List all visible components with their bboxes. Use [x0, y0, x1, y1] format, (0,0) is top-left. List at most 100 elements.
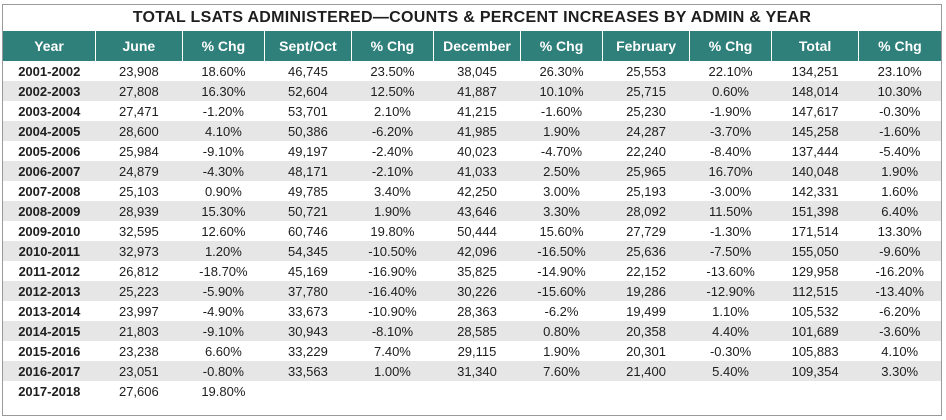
- data-cell: 28,600: [95, 121, 183, 141]
- data-cell: 23,997: [95, 301, 183, 321]
- row-year-cell: 2001-2002: [3, 61, 96, 81]
- data-cell: [602, 381, 690, 401]
- table-title: TOTAL LSATS ADMINISTERED—COUNTS & PERCEN…: [132, 9, 812, 26]
- table-row: 2009-2010 32,595 12.60% 60,746 19.80% 50,444 1…: [3, 221, 941, 241]
- data-cell: 60,746: [264, 221, 352, 241]
- data-cell: 19,499: [602, 301, 690, 321]
- data-cell: -6.2%: [520, 301, 603, 321]
- data-cell: -0.30%: [689, 341, 772, 361]
- data-cell: 37,780: [264, 281, 352, 301]
- data-cell: 33,563: [264, 361, 352, 381]
- data-cell: 10.10%: [520, 81, 603, 101]
- data-cell: 25,103: [95, 181, 183, 201]
- data-cell: 32,595: [95, 221, 183, 241]
- table-row: 2001-2002 23,908 18.60% 46,745 23.50% 38,045 2…: [3, 61, 941, 81]
- data-cell: 6.40%: [858, 201, 941, 221]
- data-cell: 25,636: [602, 241, 690, 261]
- data-cell: 41,215: [433, 101, 521, 121]
- data-cell: 16.30%: [182, 81, 265, 101]
- data-cell: 21,803: [95, 321, 183, 341]
- data-cell: 12.50%: [351, 81, 434, 101]
- data-cell: 7.40%: [351, 341, 434, 361]
- column-header-4: % Chg: [350, 31, 434, 61]
- data-cell: -8.40%: [689, 141, 772, 161]
- data-cell: -2.10%: [351, 161, 434, 181]
- data-cell: 4.10%: [858, 341, 941, 361]
- data-cell: -10.90%: [351, 301, 434, 321]
- data-cell: -4.90%: [182, 301, 265, 321]
- data-cell: 1.90%: [351, 201, 434, 221]
- data-cell: 42,250: [433, 181, 521, 201]
- data-cell: 148,014: [771, 81, 859, 101]
- data-cell: 31,340: [433, 361, 521, 381]
- data-cell: 43,646: [433, 201, 521, 221]
- row-year-cell: 2012-2013: [3, 281, 96, 301]
- row-year-cell: 2017-2018: [3, 381, 96, 401]
- data-cell: 30,226: [433, 281, 521, 301]
- data-cell: 1.60%: [858, 181, 941, 201]
- data-cell: -13.40%: [858, 281, 941, 301]
- data-cell: 25,193: [602, 181, 690, 201]
- data-cell: 35,825: [433, 261, 521, 281]
- table-header-row: Year June% Chg Sept/Oct% Chg December% Chg F…: [3, 31, 941, 61]
- data-cell: -4.30%: [182, 161, 265, 181]
- data-cell: -16.50%: [520, 241, 603, 261]
- data-cell: -16.20%: [858, 261, 941, 281]
- data-cell: 23.10%: [858, 61, 941, 81]
- data-cell: 48,171: [264, 161, 352, 181]
- column-header-5: December: [433, 31, 521, 61]
- column-header-1: June: [95, 31, 183, 61]
- table-frame: TOTAL LSATS ADMINISTERED—COUNTS & PERCEN…: [2, 4, 942, 416]
- table-row: 2008-2009 28,939 15.30% 50,721 1.90% 43,646 3.…: [3, 201, 941, 221]
- row-year-cell: 2004-2005: [3, 121, 96, 141]
- data-cell: -0.30%: [858, 101, 941, 121]
- table-row: 2002-2003 27,808 16.30% 52,604 12.50% 41,887 1…: [3, 81, 941, 101]
- data-cell: 25,553: [602, 61, 690, 81]
- data-cell: 41,033: [433, 161, 521, 181]
- data-cell: -5.90%: [182, 281, 265, 301]
- data-cell: 27,606: [95, 381, 183, 401]
- row-year-cell: 2003-2004: [3, 101, 96, 121]
- data-cell: 25,965: [602, 161, 690, 181]
- data-cell: 1.90%: [520, 341, 603, 361]
- data-cell: 30,943: [264, 321, 352, 341]
- data-cell: -1.30%: [689, 221, 772, 241]
- data-cell: 23,051: [95, 361, 183, 381]
- column-header-10: % Chg: [857, 31, 941, 61]
- data-cell: -14.90%: [520, 261, 603, 281]
- table-row: 2013-2014 23,997 -4.90% 33,673 -10.90% 28,363…: [3, 301, 941, 321]
- data-cell: 7.60%: [520, 361, 603, 381]
- data-cell: 11.50%: [689, 201, 772, 221]
- data-cell: 41,887: [433, 81, 521, 101]
- data-cell: 20,301: [602, 341, 690, 361]
- data-cell: -9.10%: [182, 141, 265, 161]
- data-cell: 3.40%: [351, 181, 434, 201]
- data-cell: 105,883: [771, 341, 859, 361]
- data-cell: 23,238: [95, 341, 183, 361]
- data-cell: -7.50%: [689, 241, 772, 261]
- row-year-cell: 2011-2012: [3, 261, 96, 281]
- data-cell: -0.80%: [182, 361, 265, 381]
- data-cell: 129,958: [771, 261, 859, 281]
- data-cell: 20,358: [602, 321, 690, 341]
- data-cell: 45,169: [264, 261, 352, 281]
- data-cell: 32,973: [95, 241, 183, 261]
- data-cell: [771, 381, 859, 401]
- data-cell: 27,471: [95, 101, 183, 121]
- data-cell: 24,287: [602, 121, 690, 141]
- data-cell: 50,386: [264, 121, 352, 141]
- data-cell: 16.70%: [689, 161, 772, 181]
- data-cell: 41,985: [433, 121, 521, 141]
- data-cell: 140,048: [771, 161, 859, 181]
- data-cell: 28,092: [602, 201, 690, 221]
- data-cell: [433, 381, 521, 401]
- table-row: 2017-2018 27,606 19.80%: [3, 381, 941, 401]
- table-row: 2012-2013 25,223 -5.90% 37,780 -16.40% 30,226…: [3, 281, 941, 301]
- data-cell: 5.40%: [689, 361, 772, 381]
- table-row: 2011-2012 26,812 -18.70% 45,169 -16.90% 35,82…: [3, 261, 941, 281]
- column-header-9: Total: [771, 31, 859, 61]
- row-year-cell: 2016-2017: [3, 361, 96, 381]
- data-cell: 25,223: [95, 281, 183, 301]
- data-cell: -16.90%: [351, 261, 434, 281]
- data-cell: 6.60%: [182, 341, 265, 361]
